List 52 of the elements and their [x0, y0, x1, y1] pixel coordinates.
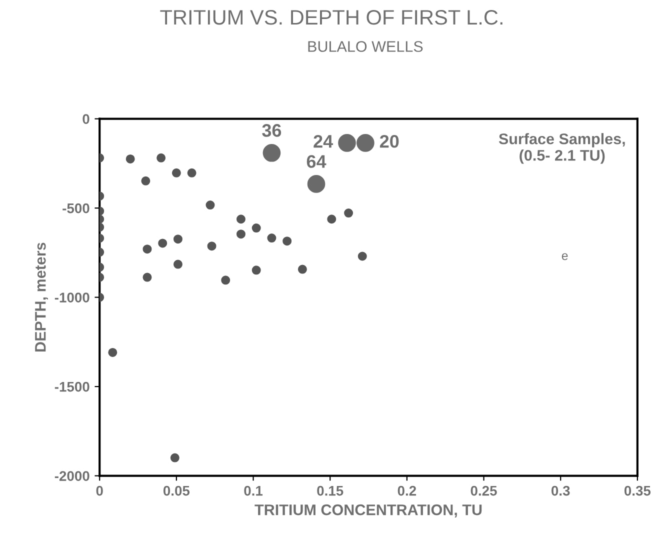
x-tick-label: 0.15: [317, 486, 344, 496]
x-tick-label: 0.05: [163, 486, 190, 496]
x-tick-label: 0.1: [244, 486, 263, 496]
annotation: Surface Samples, (0.5- 2.1 TU): [498, 133, 625, 164]
point: [356, 134, 374, 152]
annotation: 36: [262, 124, 282, 137]
point: [141, 176, 150, 186]
point: [298, 264, 307, 274]
chart-title: TRITIUM VS. DEPTH OF FIRST L.C.: [160, 10, 502, 25]
point: [173, 260, 182, 269]
point: [158, 238, 168, 248]
chart-subtitle: BULALO WELLS: [308, 41, 423, 52]
point: [207, 242, 216, 251]
point: [262, 144, 281, 162]
y-axis-title: DEPTH, meters: [35, 242, 48, 352]
point: [156, 153, 166, 162]
point: [126, 154, 135, 164]
annotation: e: [562, 253, 568, 260]
point: [358, 252, 367, 261]
point: [344, 208, 354, 218]
point: [142, 272, 152, 282]
annotation: 64: [306, 155, 326, 168]
point: [187, 168, 196, 178]
point: [236, 214, 246, 224]
x-tick-label: 0.25: [470, 486, 497, 496]
point: [327, 214, 336, 224]
point: [172, 168, 181, 178]
annotation: 24: [314, 134, 334, 148]
annotation: 20: [380, 134, 399, 148]
point: [252, 224, 261, 233]
point: [282, 236, 292, 246]
point: [206, 200, 215, 210]
point: [221, 276, 230, 285]
x-tick-label: 0: [96, 486, 103, 496]
point: [108, 348, 118, 357]
x-tick-label: 0.35: [624, 486, 651, 496]
point: [170, 453, 180, 462]
y-tick-label: 0: [82, 114, 90, 124]
point: [338, 134, 356, 152]
point: [267, 234, 276, 243]
point: [142, 244, 152, 254]
x-tick-label: 0.3: [552, 486, 570, 496]
y-tick-label: -1500: [54, 382, 90, 392]
point: [236, 230, 246, 239]
y-tick-label: -2000: [54, 471, 90, 481]
point: [252, 266, 261, 275]
x-axis-title: TRITIUM CONCENTRATION, TU: [254, 504, 482, 518]
point: [307, 175, 326, 193]
x-tick-label: 0.2: [398, 486, 416, 496]
point: [173, 234, 182, 244]
y-tick-label: -1000: [54, 292, 90, 302]
y-tick-label: -500: [62, 203, 90, 214]
